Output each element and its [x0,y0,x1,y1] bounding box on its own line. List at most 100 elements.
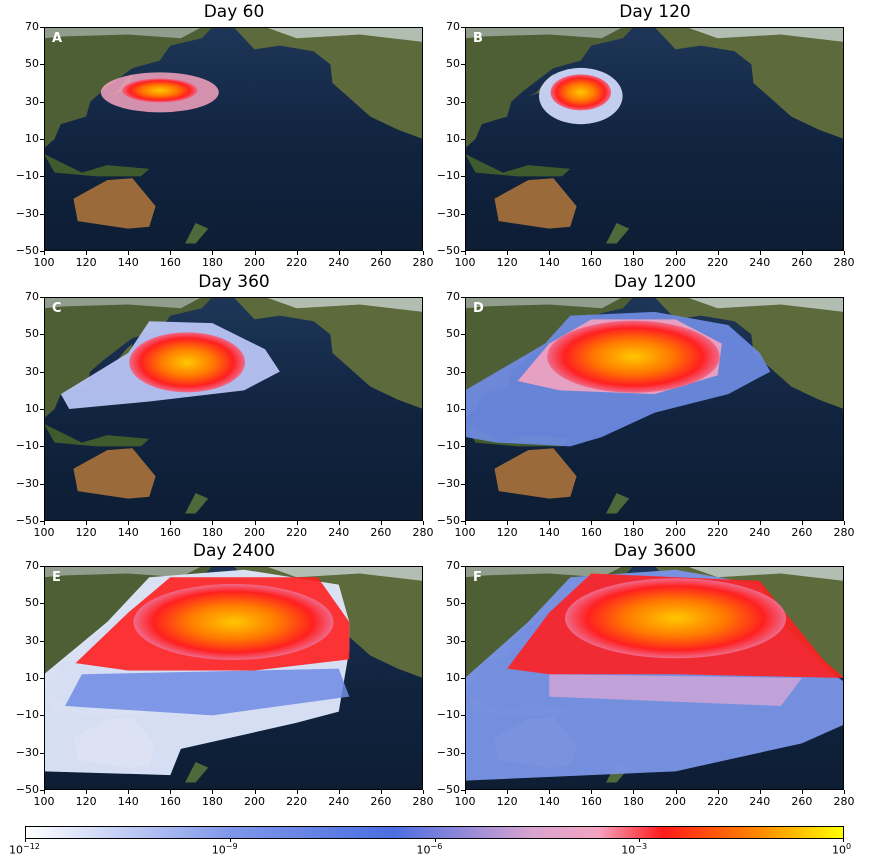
y-tick-label: 70 [25,20,39,33]
y-tick-mark [461,213,465,215]
panel-letter: E [52,570,61,585]
north-america-land [233,27,423,139]
newzealand-land [185,223,209,244]
concentration-plume [465,569,844,781]
x-tick-label: 260 [370,256,392,269]
x-tick-label: 140 [117,795,139,808]
x-tick-label: 140 [538,256,560,269]
x-tick-mark [759,790,761,794]
x-tick-label: 240 [749,526,771,539]
y-tick-label: 10 [25,671,39,684]
colorbar-tick-label: 10−9 [211,842,238,857]
x-tick-label: 280 [412,526,434,539]
arctic-snow [465,27,623,39]
y-tick-label: 30 [25,94,39,108]
colorbar-tick-mark [25,838,26,842]
x-tick-mark [380,521,382,525]
x-tick-mark [170,251,172,255]
x-tick-label: 160 [159,526,181,539]
y-tick-label: −30 [436,745,460,759]
x-tick-label: 140 [538,795,560,808]
x-tick-mark [801,521,803,525]
x-tick-mark [254,521,256,525]
x-tick-mark [86,790,88,794]
x-tick-label: 280 [412,795,434,808]
y-tick-mark [461,334,465,336]
y-tick-mark [40,64,44,66]
x-tick-label: 220 [286,526,308,539]
y-tick-mark [461,521,465,522]
x-tick-mark [465,251,466,255]
arctic-snow [44,297,202,309]
x-tick-mark [44,790,45,794]
concentration-plume [60,321,280,409]
arctic-snow-na [265,297,423,312]
x-tick-label: 140 [117,526,139,539]
y-tick-mark [40,678,44,679]
y-tick-mark [40,409,44,410]
x-tick-label: 140 [117,256,139,269]
x-tick-label: 120 [496,795,518,808]
y-tick-mark [40,603,44,605]
x-tick-label: 160 [159,256,181,269]
indonesia-land [465,153,571,177]
x-tick-mark [338,251,340,255]
y-tick-label: −50 [15,783,39,796]
x-tick-label: 180 [201,256,223,269]
map-panel-A [44,27,423,251]
x-tick-mark [507,790,509,794]
x-tick-mark [549,790,551,794]
y-tick-mark [461,566,465,567]
panel-frame [44,27,423,251]
panel-letter: B [473,31,483,46]
y-tick-label: −50 [436,783,460,796]
newzealand-land [606,223,630,244]
y-tick-label: 50 [446,57,460,71]
y-tick-label: −50 [436,244,460,257]
x-tick-mark [844,251,845,255]
landmasses [44,27,423,244]
y-tick-mark [40,371,44,373]
y-tick-mark [461,640,465,642]
north-america-land [233,297,423,409]
x-tick-mark [801,790,803,794]
y-tick-label: 50 [25,327,39,341]
australia-land [494,178,577,229]
x-tick-mark [675,251,677,255]
y-tick-mark [461,678,465,679]
x-tick-label: 240 [328,256,350,269]
map-panel-F [465,566,844,790]
x-tick-label: 120 [496,256,518,269]
x-tick-label: 260 [791,795,813,808]
landmasses [44,297,423,514]
panel-frame [465,27,844,251]
x-tick-mark [423,790,424,794]
y-tick-label: −30 [436,206,460,220]
map-panel-B [465,27,844,251]
colorbar-tick-mark [639,838,641,842]
x-tick-label: 120 [75,795,97,808]
x-tick-mark [549,251,551,255]
y-tick-label: 70 [446,290,460,303]
x-tick-label: 220 [707,795,729,808]
concentration-plume [44,569,350,776]
y-tick-mark [461,752,465,754]
y-tick-mark [40,176,44,178]
x-tick-label: 200 [244,256,266,269]
x-tick-label: 180 [622,256,644,269]
y-tick-label: 50 [446,327,460,341]
colorbar-tick-mark [843,838,844,842]
panel-title: Day 1200 [613,272,697,292]
y-tick-label: −50 [15,514,39,527]
indonesia-land [44,153,150,177]
x-tick-mark [633,790,635,794]
arctic-snow-na [686,297,844,312]
x-tick-label: 240 [749,256,771,269]
panel-frame [44,566,423,790]
y-tick-mark [40,483,44,485]
x-tick-mark [254,790,256,794]
y-tick-label: −30 [436,476,460,490]
colorbar-tick-label: 100 [832,842,852,857]
x-tick-mark [591,251,593,255]
x-tick-mark [170,790,172,794]
